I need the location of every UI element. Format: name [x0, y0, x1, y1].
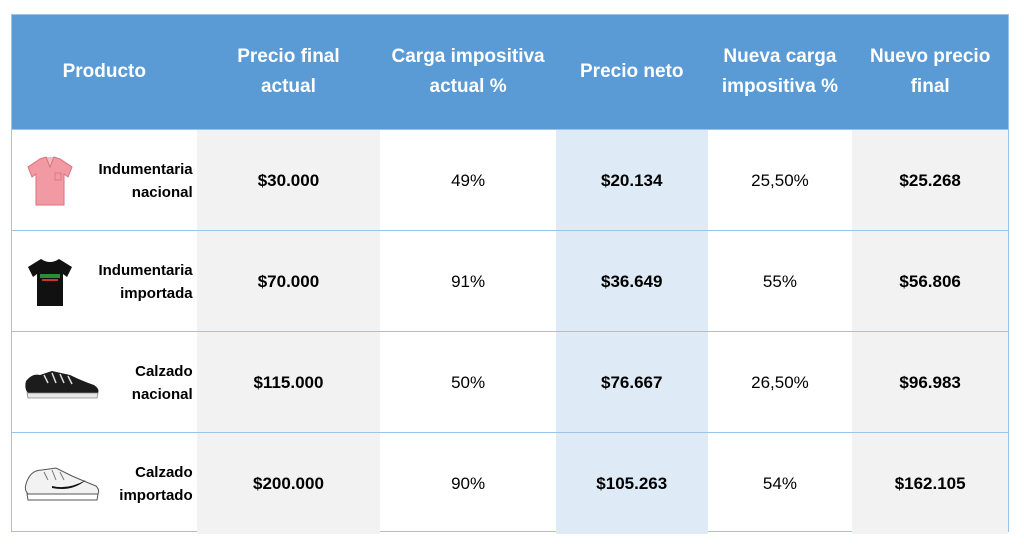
- nueva-carga-value: 54%: [762, 473, 797, 493]
- precio-neto-value: $36.649: [555, 231, 708, 332]
- precio-final-actual-value: $30.000: [196, 130, 381, 231]
- header-precio-final-actual: Precio final actual: [237, 46, 340, 97]
- product-name: Calzado importado: [119, 463, 193, 504]
- nueva-carga-value: 25,50%: [751, 170, 809, 190]
- black-tshirt-icon: [22, 252, 78, 312]
- nueva-carga-value: 55%: [762, 271, 797, 291]
- precio-neto-value: $20.134: [555, 130, 708, 231]
- table-row: Calzado importado $200.000 90% $105.263 …: [12, 432, 1008, 534]
- product-cell: Calzado nacional: [12, 332, 197, 433]
- product-name: Indumentaria nacional: [98, 160, 193, 201]
- carga-actual-value: 91%: [451, 271, 486, 291]
- nueva-carga-value: 26,50%: [751, 372, 809, 392]
- product-cell: Indumentaria importada: [12, 231, 197, 332]
- table-row: Indumentaria importada $70.000 91% $36.6…: [12, 230, 1008, 332]
- product-cell: Calzado importado: [12, 433, 197, 534]
- header-nueva-carga-impositiva: Nueva carga impositiva %: [721, 46, 839, 97]
- header-precio-neto: Precio neto: [580, 61, 684, 82]
- black-sneaker-icon: [22, 353, 102, 413]
- table-row: Indumentaria nacional $30.000 49% $20.13…: [12, 129, 1008, 231]
- carga-actual-value: 90%: [451, 473, 486, 493]
- table-row: Calzado nacional $115.000 50% $76.667 26…: [12, 331, 1008, 433]
- precio-final-actual-value: $115.000: [196, 332, 381, 433]
- white-sneaker-icon: [22, 454, 102, 514]
- nuevo-precio-value: $96.983: [852, 332, 1008, 433]
- header-carga-impositiva-actual: Carga impositiva actual %: [391, 46, 545, 97]
- table-header: Producto Precio final actual Carga impos…: [12, 15, 1008, 129]
- precio-neto-value: $105.263: [555, 433, 708, 534]
- pink-polo-shirt-icon: [22, 151, 78, 211]
- precio-final-actual-value: $200.000: [196, 433, 381, 534]
- product-cell: Indumentaria nacional: [12, 130, 197, 231]
- header-producto: Producto: [62, 61, 146, 82]
- price-comparison-table: Producto Precio final actual Carga impos…: [11, 14, 1009, 534]
- product-name: Calzado nacional: [131, 362, 193, 403]
- product-name: Indumentaria importada: [98, 261, 193, 302]
- precio-neto-value: $76.667: [555, 332, 708, 433]
- header-nuevo-precio-final: Nuevo precio final: [869, 46, 991, 97]
- nuevo-precio-value: $162.105: [852, 433, 1008, 534]
- nuevo-precio-value: $25.268: [852, 130, 1008, 231]
- precio-final-actual-value: $70.000: [196, 231, 381, 332]
- nuevo-precio-value: $56.806: [852, 231, 1008, 332]
- carga-actual-value: 50%: [451, 372, 486, 392]
- carga-actual-value: 49%: [451, 170, 486, 190]
